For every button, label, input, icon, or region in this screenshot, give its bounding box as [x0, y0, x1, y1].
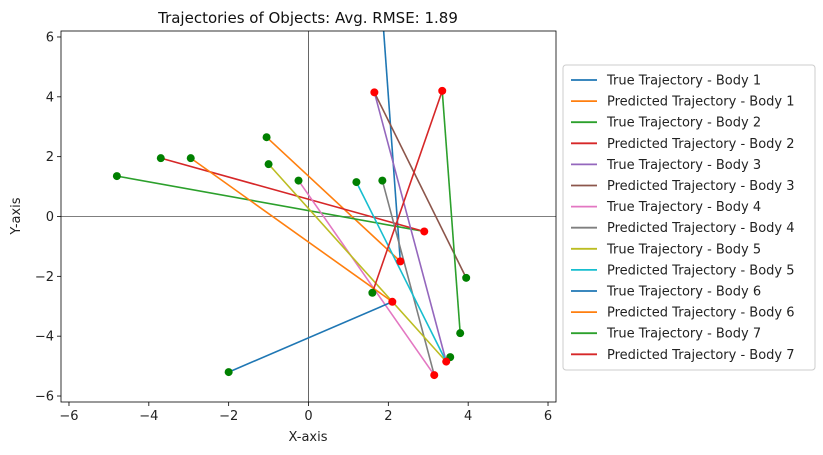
legend-label-13: True Trajectory - Body 7	[606, 327, 761, 342]
reference-lines	[61, 31, 556, 402]
legend-label-1: True Trajectory - Body 1	[606, 74, 761, 89]
series-line-12	[190, 157, 393, 303]
series-lines	[116, 31, 467, 376]
series-line-7	[297, 180, 435, 376]
end-point-7	[438, 86, 447, 95]
end-point-2	[420, 227, 429, 236]
y-tick-label: 4	[46, 90, 54, 105]
start-point-7	[352, 178, 361, 187]
y-tick-label: 2	[46, 150, 54, 165]
y-tick-label: −2	[35, 270, 54, 285]
x-tick-label: −2	[219, 409, 238, 424]
legend-label-5: True Trajectory - Body 3	[606, 158, 761, 173]
start-point-12	[462, 273, 471, 282]
chart-title: Trajectories of Objects: Avg. RMSE: 1.89	[157, 9, 458, 27]
series-line-8	[381, 180, 436, 376]
x-tick-label: 2	[384, 409, 392, 424]
x-tick-label: −6	[59, 409, 78, 424]
series-line-4	[160, 157, 425, 233]
start-point-9	[186, 154, 195, 163]
start-point-4	[294, 176, 303, 185]
start-markers	[112, 133, 471, 377]
start-point-1	[262, 133, 271, 142]
series-line-2	[266, 136, 401, 262]
end-point-4	[430, 371, 439, 380]
legend-label-14: Predicted Trajectory - Body 7	[607, 348, 795, 363]
start-point-3	[156, 154, 165, 163]
x-tick-label: 0	[304, 409, 312, 424]
series-line-9	[267, 163, 447, 363]
start-point-11	[368, 288, 377, 297]
series-line-5	[373, 92, 447, 362]
end-markers	[370, 86, 451, 380]
x-tick-label: 4	[464, 409, 472, 424]
series-line-11	[228, 301, 393, 373]
x-axis-title: X-axis	[289, 430, 328, 445]
end-point-3	[370, 88, 379, 97]
x-tick-label: −4	[139, 409, 158, 424]
y-axis-title: Y-axis	[9, 197, 24, 235]
x-axis-ticks: −6 −4 −2 0 2 4 6	[59, 402, 552, 424]
legend-label-8: Predicted Trajectory - Body 4	[607, 221, 795, 236]
end-point-6	[388, 297, 397, 306]
start-point-10	[456, 329, 465, 338]
legend-label-2: Predicted Trajectory - Body 1	[607, 95, 795, 110]
legend-label-4: Predicted Trajectory - Body 2	[607, 137, 795, 152]
y-tick-label: −4	[35, 330, 54, 345]
series-line-10	[355, 181, 447, 362]
legend-label-11: True Trajectory - Body 6	[606, 285, 761, 300]
legend-frame	[562, 64, 816, 371]
series-line-6	[373, 91, 467, 279]
x-tick-label: 6	[544, 409, 552, 424]
y-tick-label: 6	[46, 30, 54, 45]
end-point-5	[442, 357, 451, 366]
legend-label-9: True Trajectory - Body 5	[606, 242, 761, 257]
start-point-6	[264, 160, 273, 169]
legend: True Trajectory - Body 1 Predicted Trajec…	[562, 64, 816, 371]
legend-label-3: True Trajectory - Body 2	[606, 116, 761, 131]
series-line-13	[441, 90, 461, 334]
y-tick-label: −6	[35, 390, 54, 405]
y-axis-ticks: −6 −4 −2 0 2 4 6	[35, 30, 61, 405]
legend-label-6: Predicted Trajectory - Body 3	[607, 179, 795, 194]
end-point-1	[396, 257, 405, 266]
series-line-3	[116, 175, 425, 233]
y-tick-label: 0	[46, 210, 54, 225]
start-point-8	[224, 368, 233, 377]
start-point-2	[112, 172, 121, 181]
legend-label-12: Predicted Trajectory - Body 6	[607, 306, 795, 321]
start-point-5	[378, 176, 387, 185]
series-line-14	[371, 90, 443, 294]
legend-label-10: Predicted Trajectory - Body 5	[607, 263, 795, 278]
legend-label-7: True Trajectory - Body 4	[606, 200, 761, 215]
